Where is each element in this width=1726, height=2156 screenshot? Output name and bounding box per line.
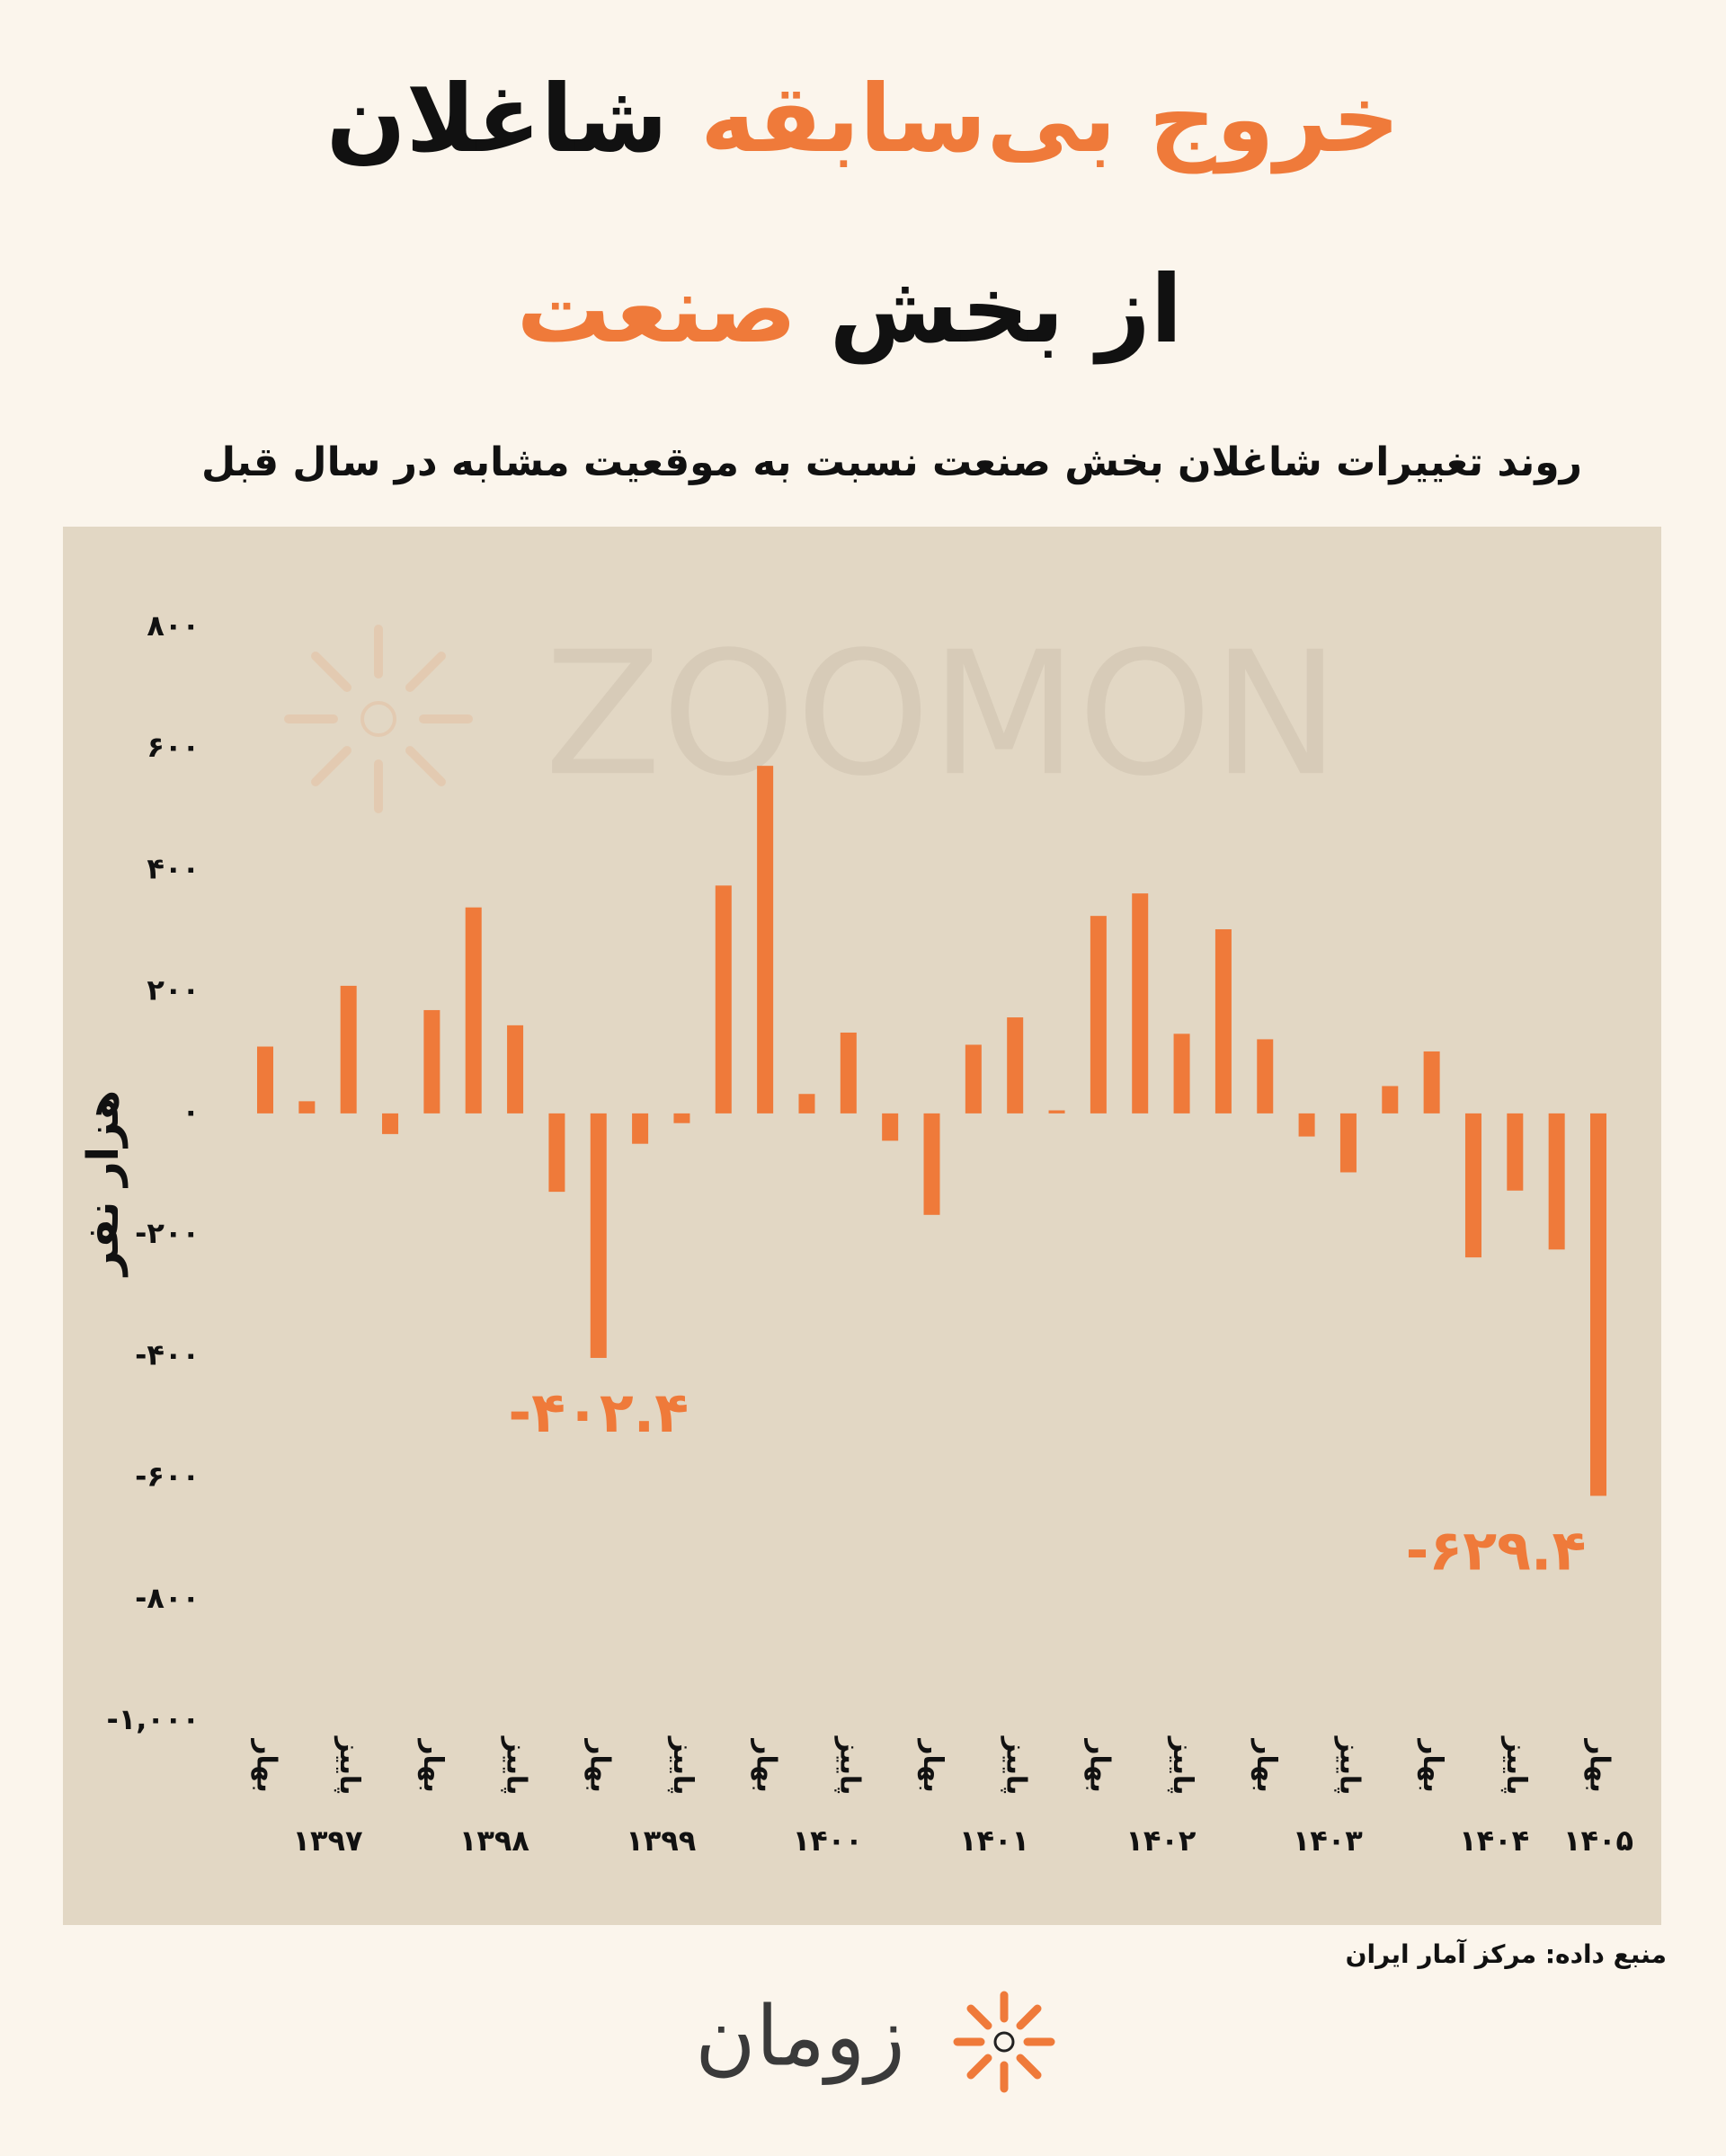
bar (1132, 893, 1149, 1113)
bar (340, 985, 357, 1113)
brand-icon (953, 1991, 1055, 2093)
bar (1382, 1086, 1399, 1113)
bar (965, 1044, 982, 1113)
x-tick-label: بهار (1417, 1737, 1448, 1793)
source: منبع داده: مرکز آمار ایران (1346, 1939, 1667, 1969)
data-label: -۶۲۹.۴ (1406, 1518, 1587, 1584)
bar (1173, 1034, 1190, 1113)
bar (1007, 1017, 1024, 1113)
group-label: ۱۳۹۸ (459, 1823, 530, 1858)
bar (465, 907, 482, 1113)
y-tick-label: ۲۰۰ (147, 973, 200, 1007)
y-tick-label: -۴۰۰ (135, 1337, 200, 1371)
bar (1507, 1113, 1524, 1191)
x-tick-label: پاییز (334, 1735, 365, 1796)
x-tick-label: پاییز (501, 1735, 532, 1796)
bar (1590, 1113, 1606, 1496)
title-line: خروج بی‌سابقه شاغلان (326, 64, 1400, 174)
bar (548, 1113, 565, 1193)
x-tick-label: پاییز (1167, 1735, 1198, 1796)
group-label: ۱۴۰۳ (1293, 1823, 1364, 1858)
bar (590, 1113, 607, 1358)
bar (1048, 1110, 1065, 1113)
x-tick-label: بهار (1584, 1737, 1615, 1793)
x-tick-label: بهار (417, 1737, 449, 1793)
x-tick-label: پاییز (1333, 1735, 1365, 1796)
group-label: ۱۳۹۷ (292, 1823, 363, 1858)
x-tick-label: بهار (917, 1737, 948, 1793)
bar (423, 1009, 440, 1113)
bar (298, 1101, 316, 1113)
y-tick-label: -۱,۰۰۰ (106, 1702, 200, 1736)
y-tick-label: -۸۰۰ (135, 1581, 200, 1615)
bar (507, 1025, 524, 1113)
x-tick-label: بهار (583, 1737, 615, 1793)
group-label: ۱۴۰۴ (1459, 1823, 1529, 1858)
data-label: -۴۰۲.۴ (508, 1380, 689, 1445)
bar (798, 1094, 815, 1113)
bar (673, 1113, 690, 1123)
group-label: ۱۴۰۰ (793, 1823, 863, 1858)
x-tick-label: بهار (751, 1737, 782, 1793)
bar (632, 1113, 649, 1144)
title-part: از بخش (830, 254, 1183, 364)
bar (1423, 1051, 1440, 1113)
group-label: ۱۴۰۲ (1125, 1823, 1197, 1858)
group-label: ۱۴۰۵ (1563, 1823, 1633, 1858)
title-part: شاغلان (326, 64, 668, 173)
x-tick-label: بهار (251, 1737, 282, 1793)
bar (1214, 929, 1232, 1113)
bar (757, 766, 774, 1113)
bar (1298, 1113, 1315, 1137)
bar (257, 1046, 273, 1113)
group-label: ۱۳۹۹ (626, 1823, 696, 1858)
bar (1339, 1113, 1357, 1173)
y-axis-label: هزار نفر (78, 1090, 129, 1277)
brand: زومان (695, 1988, 905, 2085)
x-tick-label: بهار (1083, 1737, 1115, 1793)
y-tick-label: ۰ (182, 1095, 200, 1129)
group-label: ۱۴۰۱ (959, 1823, 1029, 1858)
x-tick-label: پاییز (1001, 1735, 1032, 1796)
bar (1257, 1039, 1274, 1113)
y-tick-label: -۶۰۰ (135, 1460, 200, 1494)
bar (882, 1113, 899, 1141)
x-tick-label: پاییز (1500, 1735, 1532, 1796)
bar (1464, 1113, 1481, 1258)
watermark-icon (284, 625, 473, 813)
bar (1090, 916, 1107, 1113)
title-part: صنعت (517, 254, 797, 364)
y-tick-label: -۲۰۰ (135, 1216, 200, 1250)
bar (1548, 1113, 1565, 1250)
bar (382, 1113, 399, 1134)
x-tick-label: پاییز (667, 1735, 698, 1796)
bar (923, 1113, 940, 1215)
watermark: ZOOMON (545, 615, 1340, 813)
y-tick-label: ۸۰۰ (147, 608, 200, 643)
subtitle: روند تغییرات شاغلان بخش صنعت نسبت به موق… (201, 439, 1582, 485)
bar (715, 885, 732, 1113)
y-tick-label: ۶۰۰ (147, 730, 200, 764)
x-tick-label: پاییز (833, 1735, 865, 1796)
bar (840, 1032, 857, 1113)
title-part: خروج بی‌سابقه (700, 64, 1400, 174)
plot-panel (63, 527, 1661, 1925)
y-tick-label: ۴۰۰ (147, 851, 200, 885)
x-tick-label: بهار (1250, 1737, 1282, 1793)
title-line: از بخش صنعت (517, 254, 1183, 364)
